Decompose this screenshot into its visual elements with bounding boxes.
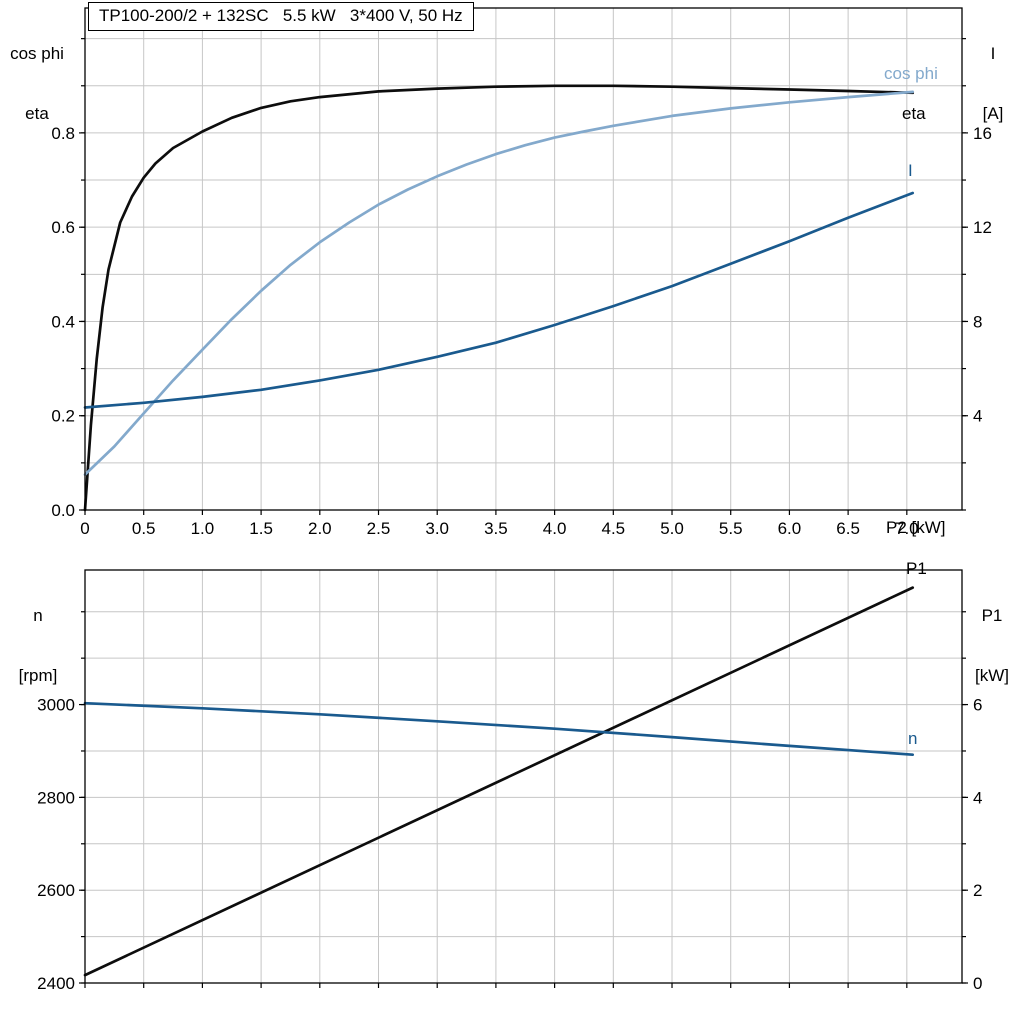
svg-text:0: 0: [80, 519, 89, 538]
svg-text:0.5: 0.5: [132, 519, 156, 538]
svg-text:0: 0: [973, 974, 982, 993]
bottom-right-axis-title: P1 [kW]: [964, 566, 1020, 726]
speed-axis-line2: [rpm]: [18, 666, 58, 685]
cos-phi-eta-axis-line2: eta: [25, 104, 49, 123]
current-curve-label: I: [908, 161, 913, 180]
p1-curve-label: P1: [906, 559, 927, 578]
svg-text:0.8: 0.8: [51, 124, 75, 143]
svg-text:3.0: 3.0: [425, 519, 449, 538]
n-curve-label: n: [908, 729, 918, 748]
current-axis-line2: [A]: [982, 104, 1004, 123]
svg-text:4.0: 4.0: [543, 519, 567, 538]
svg-text:0.0: 0.0: [51, 501, 75, 520]
svg-text:1.0: 1.0: [191, 519, 215, 538]
x-axis-title: P2 [kW]: [886, 518, 946, 537]
speed-axis-line1: n: [33, 606, 43, 625]
svg-text:4: 4: [973, 407, 982, 426]
top-right-axis-title: I [A]: [968, 4, 1018, 164]
svg-text:2.0: 2.0: [308, 519, 332, 538]
svg-text:2.5: 2.5: [367, 519, 391, 538]
svg-text:0.2: 0.2: [51, 407, 75, 426]
chart-title: TP100-200/2 + 132SC 5.5 kW 3*400 V, 50 H…: [88, 2, 474, 31]
svg-text:5.0: 5.0: [660, 519, 684, 538]
eta-curve-label: eta: [902, 104, 926, 123]
svg-text:2: 2: [973, 881, 982, 900]
svg-text:3.5: 3.5: [484, 519, 508, 538]
svg-text:6.0: 6.0: [778, 519, 802, 538]
svg-text:2600: 2600: [37, 881, 75, 900]
svg-text:2800: 2800: [37, 788, 75, 807]
top-left-axis-title: cos phi eta: [4, 4, 70, 164]
svg-text:12: 12: [973, 218, 992, 237]
svg-text:6.5: 6.5: [836, 519, 860, 538]
bottom-left-axis-title: n [rpm]: [6, 566, 70, 726]
svg-text:5.5: 5.5: [719, 519, 743, 538]
svg-text:0.4: 0.4: [51, 312, 75, 331]
svg-text:8: 8: [973, 312, 982, 331]
cos-phi-curve-label: cos phi: [884, 64, 938, 83]
svg-text:6: 6: [973, 696, 982, 715]
svg-text:4.5: 4.5: [601, 519, 625, 538]
svg-text:7.0: 7.0: [895, 519, 919, 538]
svg-text:2400: 2400: [37, 974, 75, 993]
svg-text:4: 4: [973, 788, 982, 807]
cos-phi-eta-axis-line1: cos phi: [10, 44, 64, 63]
svg-text:1.5: 1.5: [249, 519, 273, 538]
svg-text:0.6: 0.6: [51, 218, 75, 237]
current-axis-line1: I: [990, 44, 996, 63]
svg-text:3000: 3000: [37, 696, 75, 715]
svg-text:16: 16: [973, 124, 992, 143]
p1-axis-line2: [kW]: [975, 666, 1009, 685]
p1-axis-line1: P1: [981, 606, 1003, 625]
